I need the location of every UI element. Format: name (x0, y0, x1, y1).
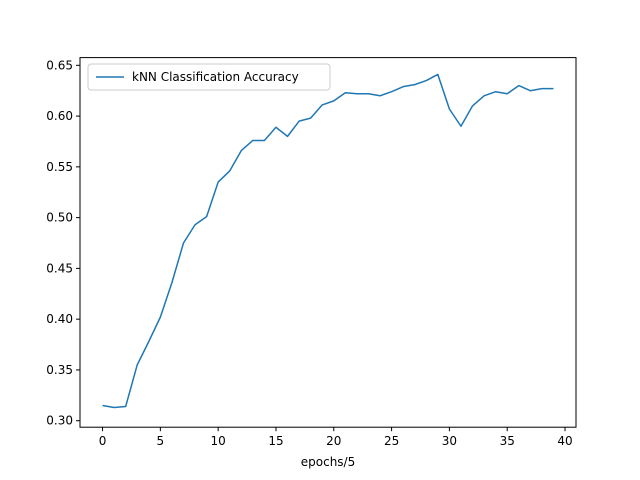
series-line-0 (102, 73, 554, 409)
x-tick-label: 5 (157, 434, 165, 448)
x-axis: 0 5 10 15 20 25 30 35 40 (99, 427, 573, 448)
x-tick-label: 35 (500, 434, 515, 448)
x-axis-label: epochs/5 (301, 455, 355, 469)
series-layer (102, 73, 554, 409)
x-tick-label: 30 (442, 434, 457, 448)
y-tick-label: 0.30 (46, 414, 73, 428)
axes-frame (79, 57, 577, 428)
x-tick-label: 15 (268, 434, 283, 448)
legend-label: kNN Classification Accuracy (132, 70, 299, 84)
x-tick-label: 25 (384, 434, 399, 448)
y-tick-label: 0.55 (46, 160, 73, 174)
y-tick-label: 0.50 (46, 211, 73, 225)
y-tick-label: 0.65 (46, 58, 73, 72)
y-tick-label: 0.60 (46, 109, 73, 123)
y-tick-label: 0.35 (46, 363, 73, 377)
x-tick-label: 40 (557, 434, 572, 448)
y-tick-label: 0.40 (46, 312, 73, 326)
y-tick-label: 0.45 (46, 261, 73, 275)
x-tick-label: 20 (326, 434, 341, 448)
x-tick-label: 10 (211, 434, 226, 448)
legend: kNN Classification Accuracy (87, 63, 331, 91)
x-tick-label: 0 (99, 434, 107, 448)
legend-box (87, 63, 331, 91)
y-axis: 0.30 0.35 0.40 0.45 0.50 0.55 0.60 0.65 (46, 58, 80, 428)
